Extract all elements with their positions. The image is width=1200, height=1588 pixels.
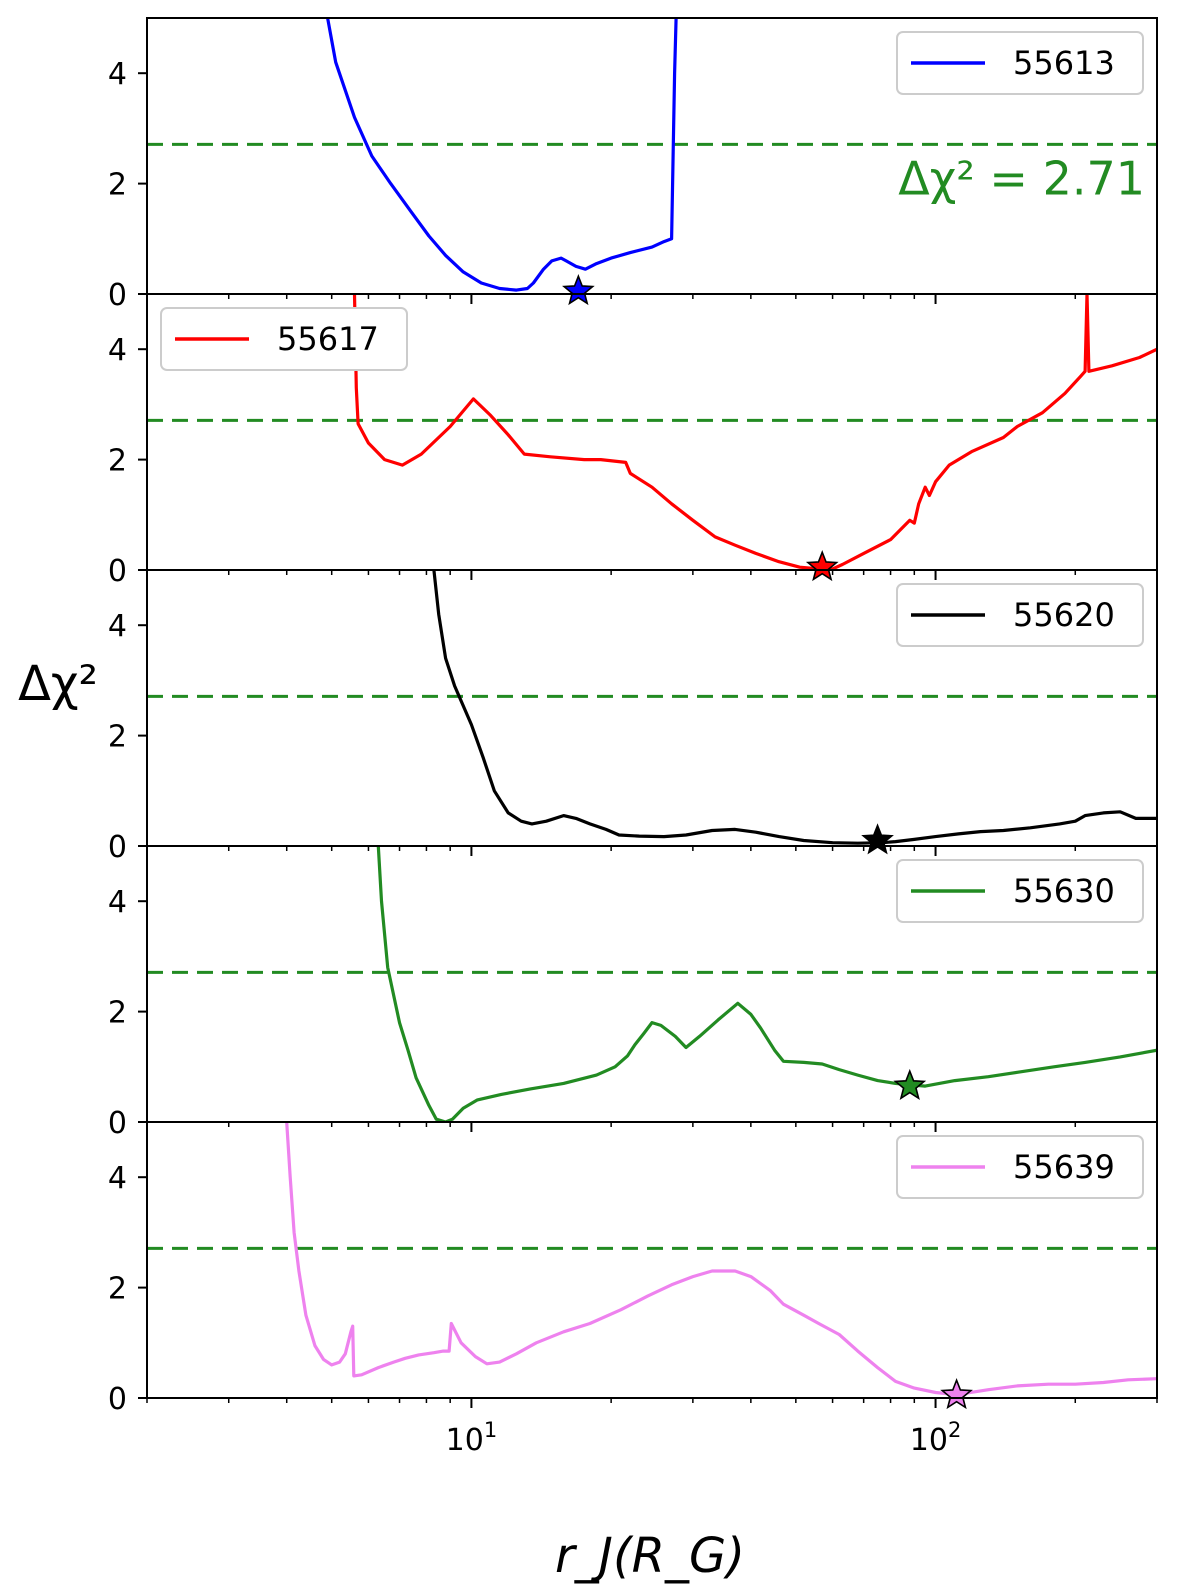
y-tick-label: 0 [108,554,127,589]
x-axis-label-text: r_J(R_G) [555,1528,745,1584]
y-tick-label: 2 [108,168,127,203]
legend-box [896,583,1144,647]
panel-55620: 0 2 4 55620 [108,569,1158,865]
y-tick-label: 2 [108,720,127,755]
legend-55620: 55620 [896,583,1144,647]
panel-55613: 0 2 4 55613 Δχ² = 2.71 [108,17,1158,313]
series-line-55613 [326,18,678,292]
y-tick-label: 4 [108,57,127,92]
y-tick-label: 4 [108,333,127,368]
best-fit-star-55617 [805,550,839,582]
series-line-55620 [432,570,1157,845]
x-tick-label: 102 [910,1418,962,1458]
legend-label: 55620 [1013,596,1115,634]
threshold-annotation: Δχ² = 2.71 [898,151,1145,205]
series-line-55617 [352,294,1157,570]
y-tick-label: 0 [108,1106,127,1141]
y-axis-label: Δχ² [18,656,98,712]
panel-55630: 0 2 4 55630 [108,845,1158,1141]
legend-box [896,31,1144,95]
legend-box [160,307,408,371]
best-fit-star-55613 [562,274,595,306]
panel-55617: 0 2 4 55617 [108,293,1158,589]
y-tick-label: 4 [108,885,127,920]
y-tick-label: 0 [108,1382,127,1417]
legend-55613: 55613 [896,31,1144,95]
best-fit-star-55630 [893,1068,927,1101]
legend-55617: 55617 [160,307,408,371]
y-tick-label: 4 [108,609,127,644]
legend-55630: 55630 [896,859,1144,923]
y-tick-label: 0 [108,830,127,865]
x-axis-label: r_J(R_G) [555,1528,745,1584]
y-tick-label: 2 [108,1272,127,1307]
y-tick-label: 2 [108,996,127,1031]
x-tick-label: 101 [446,1418,498,1458]
panel-frame [146,1121,1158,1399]
y-tick-label: 4 [108,1161,127,1196]
legend-box [896,1135,1144,1199]
best-fit-star-55639 [940,1378,973,1410]
legend-box [896,859,1144,923]
y-tick-label: 2 [108,444,127,479]
legend-label: 55617 [277,320,379,358]
best-fit-star-55620 [861,823,894,855]
legend-55639: 55639 [896,1135,1144,1199]
panel-55639: 0 2 4 55639 [108,1121,1158,1417]
legend-label: 55639 [1013,1148,1115,1186]
y-tick-label: 0 [108,278,127,313]
y-axis-label-text: Δχ² [18,656,98,712]
shared-x-axis: 101 102 [446,1418,962,1458]
legend-label: 55613 [1013,44,1115,82]
series-line-55639 [285,1122,1157,1397]
legend-label: 55630 [1013,872,1115,910]
panels-group: 0 2 4 55613 Δχ² = 2.71 0 2 4 55617 0 2 4 55620 0 2 4 556… [108,17,1158,1417]
